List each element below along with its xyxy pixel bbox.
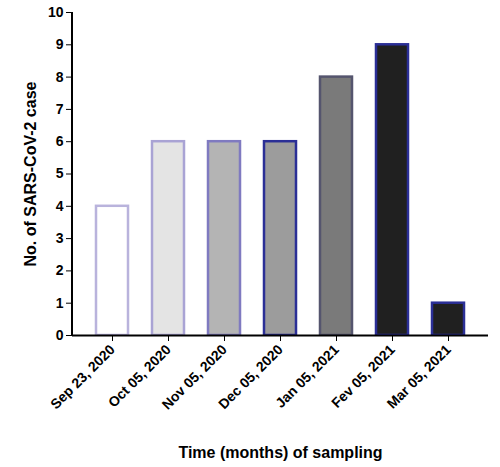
- svg-text:Fev 05, 2021: Fev 05, 2021: [328, 341, 398, 411]
- svg-text:7: 7: [56, 101, 64, 117]
- svg-text:Jan 05, 2021: Jan 05, 2021: [272, 341, 342, 411]
- svg-text:9: 9: [56, 36, 64, 52]
- svg-text:8: 8: [56, 69, 64, 85]
- svg-text:1: 1: [56, 295, 64, 311]
- svg-text:3: 3: [56, 230, 64, 246]
- svg-text:5: 5: [56, 165, 64, 181]
- svg-text:4: 4: [56, 198, 64, 214]
- svg-text:No. of SARS-CoV-2 case: No. of SARS-CoV-2 case: [22, 81, 39, 266]
- svg-text:Mar 05, 2021: Mar 05, 2021: [384, 341, 454, 411]
- svg-text:Oct 05, 2020: Oct 05, 2020: [104, 341, 174, 411]
- svg-text:0: 0: [56, 327, 64, 343]
- svg-text:2: 2: [56, 262, 64, 278]
- svg-text:Time (months) of sampling: Time (months) of sampling: [178, 444, 382, 461]
- svg-text:Dec 05, 2020: Dec 05, 2020: [215, 341, 286, 413]
- svg-text:6: 6: [56, 133, 64, 149]
- svg-text:Nov 05, 2020: Nov 05, 2020: [158, 341, 230, 413]
- svg-text:Sep 23, 2020: Sep 23, 2020: [47, 341, 118, 413]
- svg-text:10: 10: [48, 4, 64, 20]
